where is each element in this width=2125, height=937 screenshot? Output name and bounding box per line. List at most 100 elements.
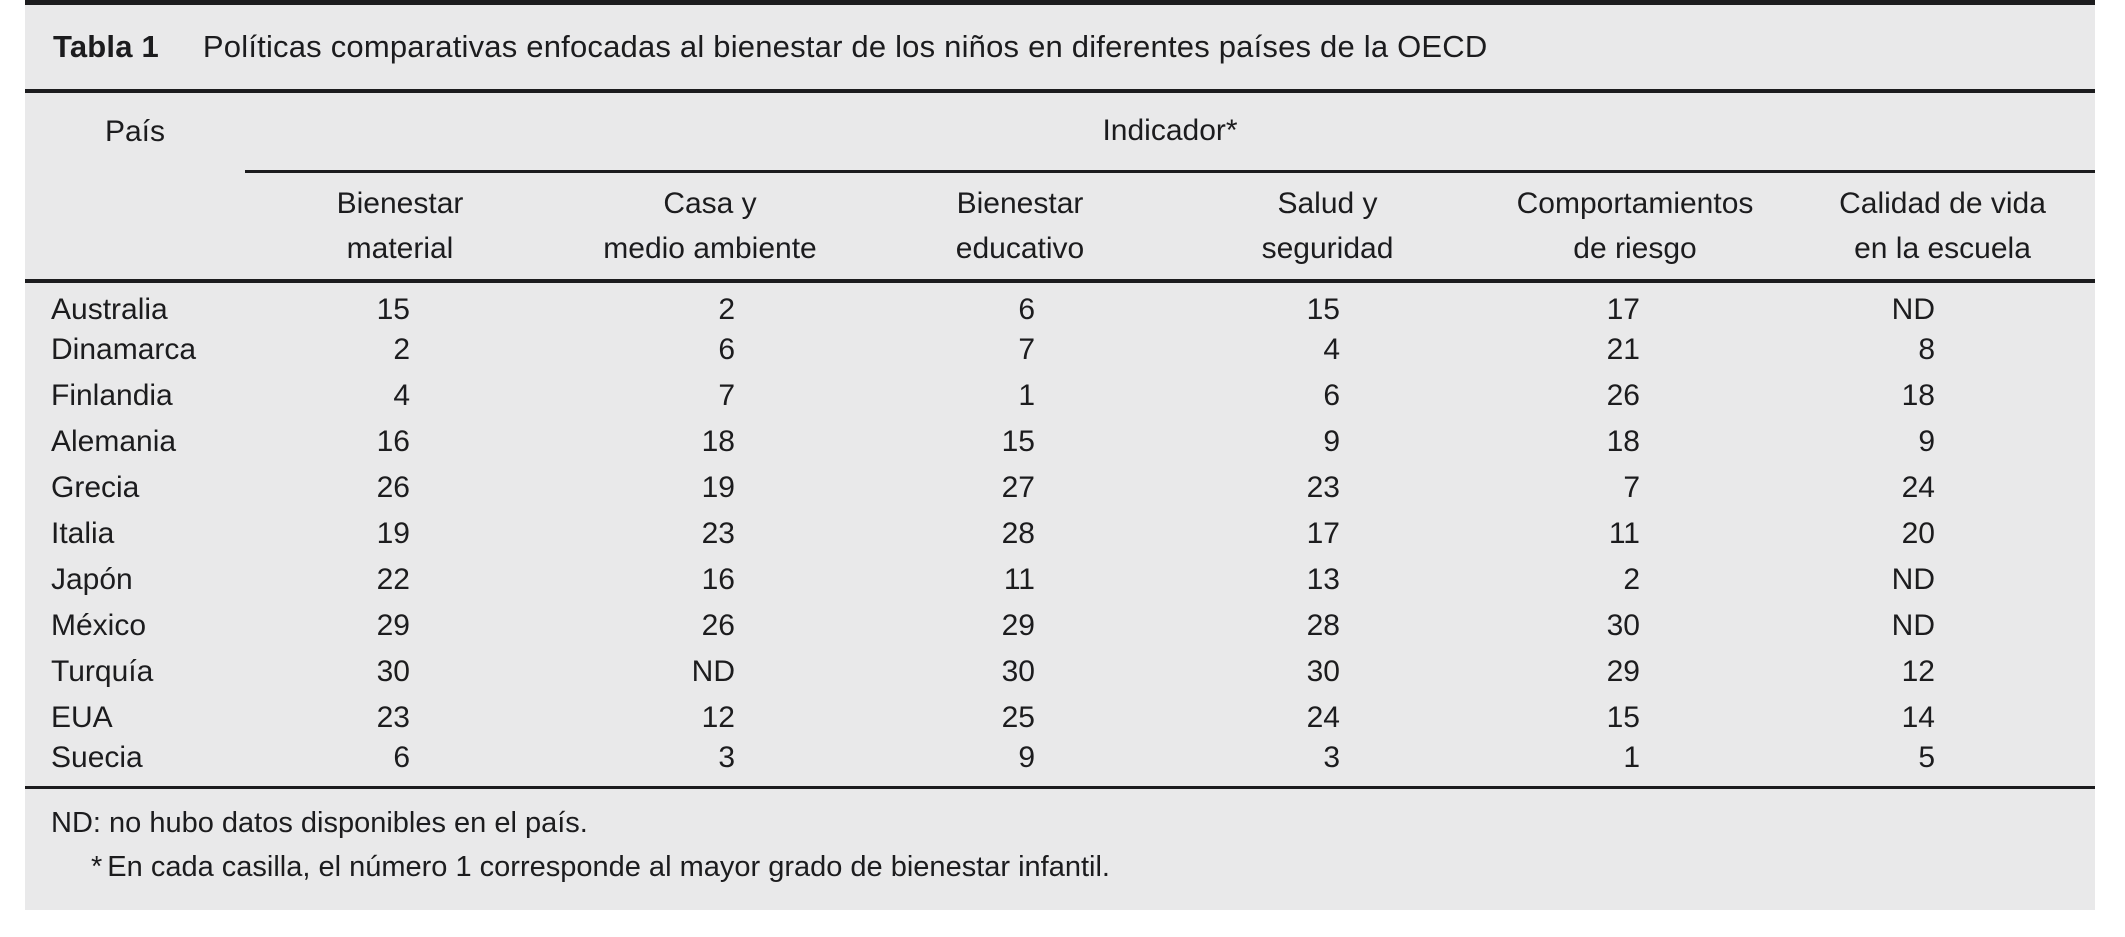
value-cell: 29 xyxy=(1606,655,1640,688)
footnote-asterisk-text: En cada casilla, el número 1 corresponde… xyxy=(107,850,1110,883)
value-cell: 23 xyxy=(1306,471,1340,504)
country-cell: Australia xyxy=(51,293,168,326)
value-cell: 28 xyxy=(1306,609,1340,642)
value-cell: ND xyxy=(1891,563,1935,596)
value-cell: 19 xyxy=(701,471,735,504)
value-cell: 26 xyxy=(701,609,735,642)
table-body: Australia 15 2 6 15 17 ND Dinamarca 2 6 … xyxy=(25,281,2095,789)
value-cell: 4 xyxy=(1323,333,1340,366)
table-row: Japón 22 16 11 13 2 ND xyxy=(25,557,2095,603)
value-cell: 6 xyxy=(245,741,555,789)
value-cell: 8 xyxy=(1918,333,1935,366)
footnote-asterisk: * En cada casilla, el número 1 correspond… xyxy=(51,845,2075,889)
value-cell: 15 xyxy=(1606,701,1640,734)
value-cell: 1 xyxy=(1018,379,1035,412)
value-cell: 7 xyxy=(1623,471,1640,504)
value-cell: 20 xyxy=(1901,517,1935,550)
country-cell: México xyxy=(51,609,147,642)
country-cell: Alemania xyxy=(51,425,177,458)
data-table: País Indicador* Bienestar material Casa … xyxy=(25,93,2095,789)
value-cell: 18 xyxy=(1901,379,1935,412)
value-cell: 22 xyxy=(376,563,410,596)
table-row: EUA 23 12 25 24 15 14 xyxy=(25,695,2095,741)
value-cell: 15 xyxy=(1306,293,1340,326)
value-cell: 9 xyxy=(1323,425,1340,458)
value-cell: 23 xyxy=(376,701,410,734)
value-cell: 30 xyxy=(376,655,410,688)
value-cell: ND xyxy=(691,655,735,688)
value-cell: 2 xyxy=(718,293,735,326)
value-cell: 11 xyxy=(1608,517,1640,550)
value-cell: 9 xyxy=(1918,425,1935,458)
value-cell: 26 xyxy=(1606,379,1640,412)
value-cell: 3 xyxy=(1175,741,1480,789)
country-cell: Suecia xyxy=(25,741,245,789)
value-cell: 6 xyxy=(718,333,735,366)
value-cell: 12 xyxy=(1901,655,1935,688)
value-cell: 24 xyxy=(1306,701,1340,734)
col-header-casa-medio-ambiente: Casa y medio ambiente xyxy=(555,171,865,283)
col-header-salud-seguridad: Salud y seguridad xyxy=(1175,171,1480,283)
table-row: Suecia 6 3 9 3 1 5 xyxy=(25,741,2095,789)
country-cell: Finlandia xyxy=(51,379,173,412)
value-cell: 4 xyxy=(393,379,410,412)
value-cell: 2 xyxy=(1623,563,1640,596)
value-cell: 11 xyxy=(1003,563,1035,596)
col-header-bienestar-material: Bienestar material xyxy=(245,171,555,283)
col-header-calidad-vida-escuela: Calidad de vida en la escuela xyxy=(1790,171,2095,283)
value-cell: 14 xyxy=(1901,701,1935,734)
value-cell: 24 xyxy=(1901,471,1935,504)
value-cell: ND xyxy=(1891,293,1935,326)
value-cell: 17 xyxy=(1606,293,1640,326)
value-cell: 16 xyxy=(376,425,410,458)
table-header: País Indicador* Bienestar material Casa … xyxy=(25,93,2095,283)
table-title: Políticas comparativas enfocadas al bien… xyxy=(202,29,1488,64)
value-cell: 25 xyxy=(1001,701,1035,734)
table-caption: Tabla 1 Políticas comparativas enfocadas… xyxy=(25,5,2095,93)
value-cell: 7 xyxy=(718,379,735,412)
value-cell: 16 xyxy=(701,563,735,596)
value-cell: 26 xyxy=(376,471,410,504)
value-cell: 27 xyxy=(1001,471,1035,504)
country-cell: Japón xyxy=(51,563,133,596)
value-cell: 29 xyxy=(1001,609,1035,642)
table-row: Alemania 16 18 15 9 18 9 xyxy=(25,419,2095,465)
value-cell: 6 xyxy=(1018,293,1035,326)
country-cell: Grecia xyxy=(51,471,140,504)
value-cell: 18 xyxy=(701,425,735,458)
value-cell: 9 xyxy=(865,741,1175,789)
table-label: Tabla 1 xyxy=(53,29,159,64)
footnote-nd: ND: no hubo datos disponibles en el país… xyxy=(51,806,588,839)
value-cell: 6 xyxy=(1323,379,1340,412)
value-cell: 7 xyxy=(1018,333,1035,366)
table-row: Australia 15 2 6 15 17 ND xyxy=(25,281,2095,327)
value-cell: 23 xyxy=(701,517,735,550)
col-header-bienestar-educativo: Bienestar educativo xyxy=(865,171,1175,283)
country-cell: Italia xyxy=(51,517,115,550)
country-cell: EUA xyxy=(51,701,113,734)
value-cell: 1 xyxy=(1480,741,1790,789)
value-cell: 15 xyxy=(376,293,410,326)
col-header-pais: País xyxy=(104,115,166,148)
value-cell: 30 xyxy=(1001,655,1035,688)
value-cell: 18 xyxy=(1606,425,1640,458)
table-row: Turquía 30 ND 30 30 29 12 xyxy=(25,649,2095,695)
country-cell: Dinamarca xyxy=(51,333,197,366)
col-header-spacer xyxy=(25,171,245,283)
group-header-indicador: Indicador* xyxy=(245,93,2095,173)
value-cell: 30 xyxy=(1306,655,1340,688)
table-footnotes: ND: no hubo datos disponibles en el país… xyxy=(25,789,2095,889)
value-cell: 13 xyxy=(1306,563,1340,596)
value-cell: 28 xyxy=(1001,517,1035,550)
value-cell: 5 xyxy=(1790,741,2095,789)
table-row: Dinamarca 2 6 7 4 21 8 xyxy=(25,327,2095,373)
asterisk-marker: * xyxy=(91,850,103,883)
table-panel: Tabla 1 Políticas comparativas enfocadas… xyxy=(25,0,2095,910)
col-header-comportamientos-riesgo: Comportamientos de riesgo xyxy=(1480,171,1790,283)
table-row: México 29 26 29 28 30 ND xyxy=(25,603,2095,649)
table-row: Finlandia 4 7 1 6 26 18 xyxy=(25,373,2095,419)
value-cell: 29 xyxy=(376,609,410,642)
value-cell: 3 xyxy=(555,741,865,789)
value-cell: ND xyxy=(1891,609,1935,642)
